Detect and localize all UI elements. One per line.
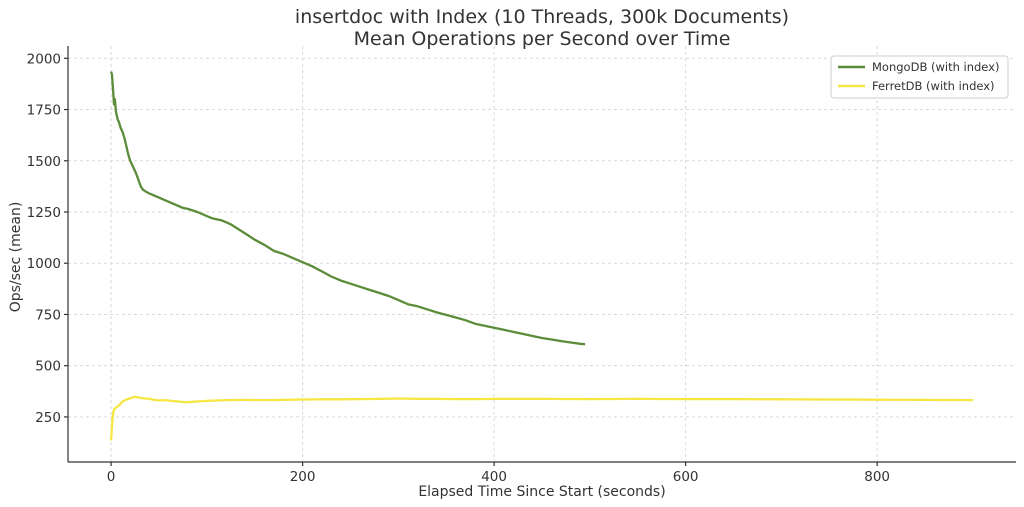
y-tick-label: 750 — [35, 307, 61, 323]
y-tick-label: 250 — [35, 410, 61, 426]
grid — [68, 46, 1016, 462]
axes — [67, 46, 1016, 463]
y-tick-label: 1250 — [27, 205, 61, 221]
y-tick-label: 500 — [35, 359, 61, 375]
legend: MongoDB (with index) FerretDB (with inde… — [830, 55, 1009, 99]
chart-title-line-2: Mean Operations per Second over Time — [354, 28, 731, 50]
y-tick-label: 1500 — [27, 154, 61, 170]
chart-title-line-1: insertdoc with Index (10 Threads, 300k D… — [295, 6, 789, 28]
x-tick-label: 600 — [673, 469, 699, 485]
legend-label-mongodb: MongoDB (with index) — [872, 60, 999, 74]
y-tick-label: 1750 — [27, 103, 61, 119]
ticks: 0 200 400 600 800 250 500 750 1000 1250 1500 1750 20… — [27, 51, 890, 485]
y-axis-label: Ops/sec (mean) — [8, 202, 24, 313]
series-line-mongodb — [109, 71, 586, 346]
legend-label-ferretdb: FerretDB (with index) — [872, 79, 995, 93]
x-tick-label: 0 — [107, 469, 116, 485]
x-tick-label: 200 — [290, 469, 316, 485]
y-tick-label: 1000 — [27, 256, 61, 272]
x-tick-label: 800 — [864, 469, 890, 485]
series-line-ferretdb — [109, 395, 973, 441]
x-axis-label: Elapsed Time Since Start (seconds) — [418, 484, 665, 500]
legend-box — [830, 55, 1009, 99]
y-tick-label: 2000 — [27, 51, 61, 67]
series-layer — [109, 71, 973, 441]
x-tick-label: 400 — [481, 469, 507, 485]
